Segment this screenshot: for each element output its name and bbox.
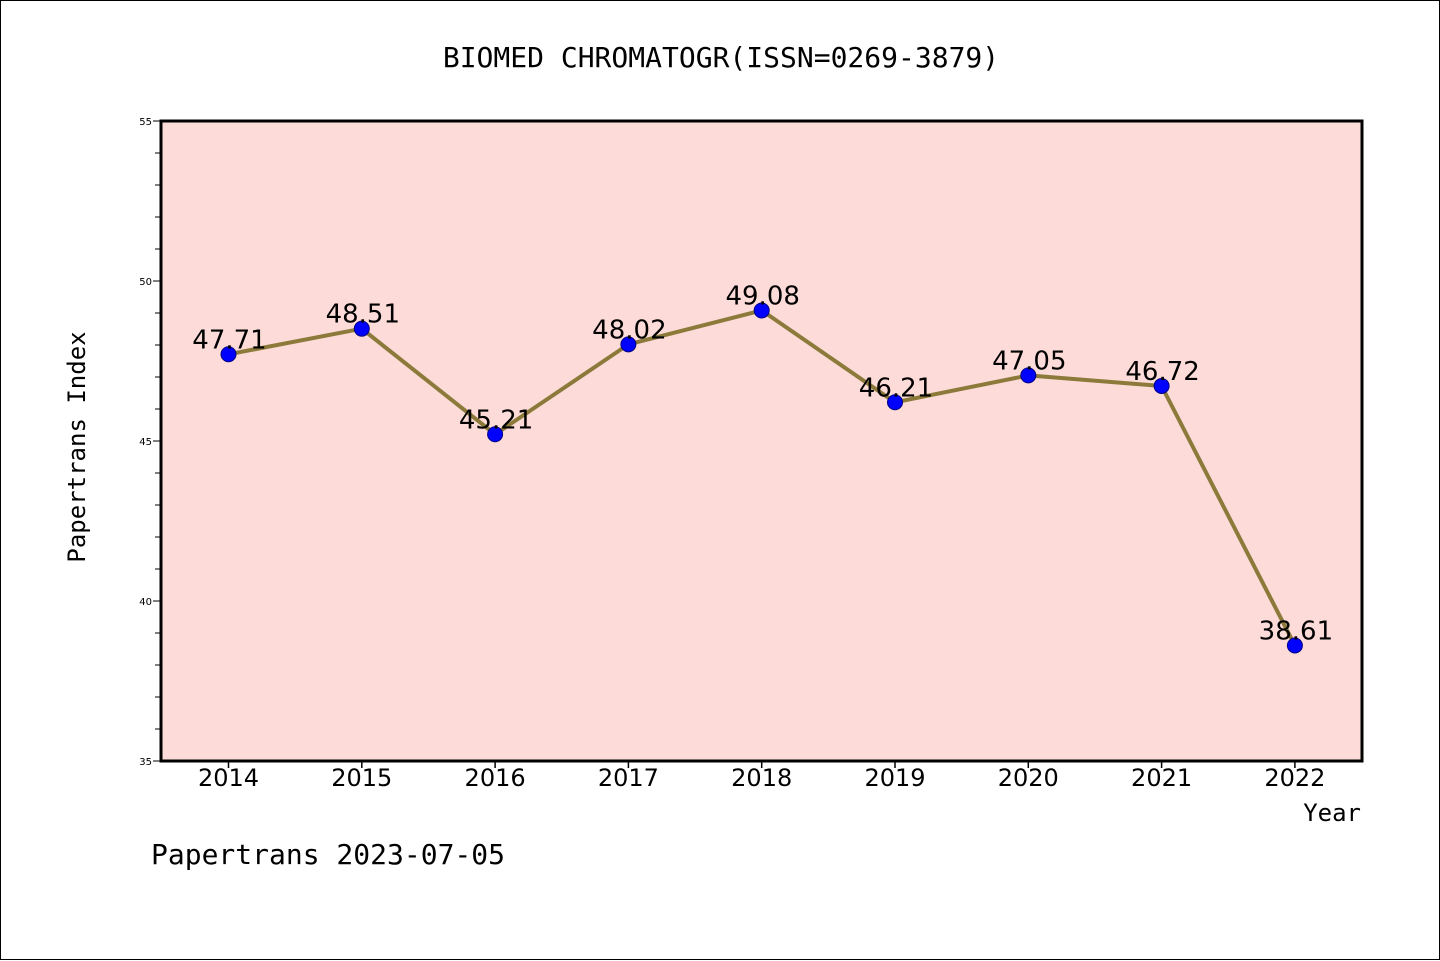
x-axis-title: Year	[1303, 799, 1361, 827]
data-point-marker	[1153, 377, 1170, 394]
y-tick-label: 50	[139, 277, 152, 288]
y-tick-label: 35	[139, 757, 152, 768]
data-point-marker	[887, 394, 903, 411]
plot-area	[161, 121, 1362, 761]
data-point-marker	[487, 426, 504, 443]
y-tick-label: 45	[139, 437, 152, 448]
x-tick-label: 2022	[1264, 764, 1325, 792]
y-tick-label: 40	[139, 597, 152, 608]
x-tick-label: 2017	[598, 764, 659, 792]
x-tick-label: 2015	[331, 764, 392, 792]
data-label: 45.21	[459, 405, 533, 435]
x-tick-label: 2019	[864, 764, 925, 792]
x-tick-label: 2016	[465, 764, 526, 792]
footer-text: Papertrans 2023-07-05	[151, 838, 505, 871]
data-point-marker	[220, 346, 237, 363]
data-label: 46.21	[859, 373, 933, 403]
x-tick-label: 2018	[731, 764, 792, 792]
x-axis-ticks: 2014 2015 2016 2017 2018 2019 2020 2021 2022	[198, 761, 1325, 792]
data-point-marker	[753, 302, 770, 319]
data-point-marker	[353, 320, 370, 337]
data-label: 46.72	[1125, 357, 1199, 387]
data-label: 49.08	[725, 281, 799, 311]
y-axis-title: Papertrans Index	[63, 331, 91, 562]
y-axis-ticks: 35 40 45 50 55	[139, 117, 161, 768]
data-points	[220, 302, 1303, 654]
data-label: 47.71	[192, 325, 266, 355]
data-point-marker	[1286, 637, 1303, 654]
data-point-marker	[1020, 367, 1037, 384]
x-tick-label: 2014	[198, 764, 259, 792]
data-point-marker	[620, 336, 637, 353]
data-label: 47.05	[992, 346, 1066, 376]
plot-border	[159, 119, 1364, 763]
chart-title: BIOMED CHROMATOGR(ISSN=0269-3879)	[443, 41, 999, 74]
x-tick-label: 2020	[998, 764, 1059, 792]
x-tick-label: 2021	[1131, 764, 1192, 792]
data-label: 38.61	[1259, 616, 1333, 646]
data-label: 48.02	[592, 315, 666, 345]
data-label: 48.51	[326, 300, 400, 330]
data-labels: 47.71 48.51 45.21 48.02 49.08 46.21 47.05 46.72…	[192, 281, 1333, 646]
y-tick-label: 55	[139, 117, 152, 128]
